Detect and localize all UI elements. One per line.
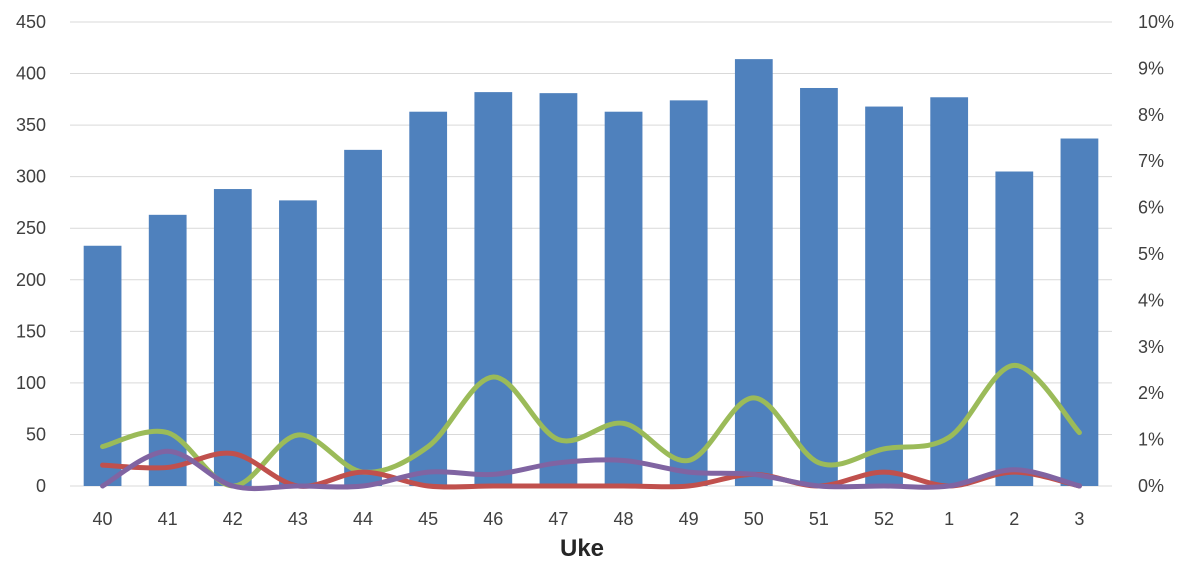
line-series-1 [100, 362, 1082, 489]
y-right-tick-label: 4% [1138, 290, 1164, 310]
line-series-2 [100, 450, 1082, 490]
y-right-tick-label: 7% [1138, 151, 1164, 171]
y-right-tick-label: 9% [1138, 58, 1164, 78]
x-tick-label: 2 [1009, 509, 1019, 529]
y-left-tick-label: 0 [36, 476, 46, 496]
bar [409, 111, 448, 486]
bar [734, 59, 773, 487]
y-left-tick-label: 250 [16, 218, 46, 238]
x-tick-label: 51 [809, 509, 829, 529]
y-right-tick-label: 0% [1138, 476, 1164, 496]
y-axis-left: 0 50 100 150 200 250 300 350 400 450 [16, 12, 46, 496]
bar [474, 92, 513, 487]
x-tick-label: 42 [223, 509, 243, 529]
line-series-3 [100, 448, 1082, 492]
x-tick-label: 43 [288, 509, 308, 529]
bar [539, 93, 578, 486]
bar [669, 100, 708, 486]
x-tick-label: 3 [1074, 509, 1084, 529]
line-series-group [100, 362, 1082, 492]
y-left-tick-label: 150 [16, 321, 46, 341]
x-tick-label: 49 [679, 509, 699, 529]
x-axis-title: Uke [560, 535, 604, 562]
x-tick-label: 47 [548, 509, 568, 529]
y-right-tick-label: 5% [1138, 244, 1164, 264]
bar [995, 171, 1034, 486]
y-right-tick-label: 6% [1138, 198, 1164, 218]
bar [344, 149, 382, 486]
y-left-tick-label: 200 [16, 270, 46, 290]
bar [800, 87, 838, 486]
x-axis: 40 41 42 43 44 45 46 47 48 49 50 51 52 1 2 3 [93, 509, 1085, 529]
y-left-tick-label: 400 [16, 64, 46, 84]
y-left-tick-label: 50 [26, 424, 46, 444]
x-tick-label: 46 [483, 509, 503, 529]
y-left-tick-label: 100 [16, 373, 46, 393]
y-left-tick-label: 300 [16, 167, 46, 187]
y-right-tick-label: 1% [1138, 430, 1164, 450]
y-right-tick-label: 8% [1138, 105, 1164, 125]
bar [213, 189, 252, 487]
x-tick-label: 48 [614, 509, 634, 529]
y-left-tick-label: 450 [16, 12, 46, 32]
bar [1060, 138, 1099, 486]
x-tick-label: 40 [93, 509, 113, 529]
y-left-tick-label: 350 [16, 115, 46, 135]
x-tick-label: 45 [418, 509, 438, 529]
x-tick-label: 52 [874, 509, 894, 529]
y-axis-right: 0% 1% 2% 3% 4% 5% 6% 7% 8% 9% 10% [1138, 12, 1174, 496]
bar [148, 214, 187, 486]
x-tick-label: 50 [744, 509, 764, 529]
bar [865, 106, 903, 486]
x-tick-label: 41 [158, 509, 178, 529]
y-right-tick-label: 10% [1138, 12, 1174, 32]
bar-series [83, 59, 1099, 487]
y-right-tick-label: 3% [1138, 337, 1164, 357]
bar [83, 245, 122, 486]
y-right-tick-label: 2% [1138, 383, 1164, 403]
x-tick-label: 1 [944, 509, 954, 529]
x-tick-label: 44 [353, 509, 373, 529]
